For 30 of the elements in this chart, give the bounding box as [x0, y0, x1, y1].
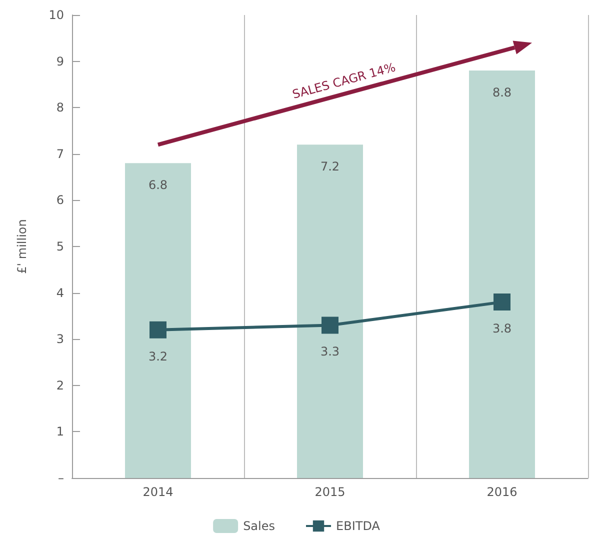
y-tick-label: 3 [56, 332, 64, 346]
y-tick-label: 6 [56, 193, 64, 208]
y-tick-label: 1 [56, 424, 64, 439]
legend-label: Sales [243, 519, 276, 533]
y-tick-label: 2 [56, 378, 64, 392]
y-tick-label: 9 [56, 54, 64, 68]
y-tick-label: 10 [48, 8, 64, 22]
legend-label: EBITDA [336, 519, 381, 533]
y-axis-title: £' million [15, 219, 29, 274]
x-tick-label: 2016 [486, 485, 518, 499]
data-label: 3.8 [492, 322, 512, 336]
y-tick-label: 5 [56, 240, 64, 254]
point [322, 316, 338, 334]
bar [125, 163, 191, 478]
point [150, 321, 166, 338]
point [494, 294, 510, 311]
data-label: 7.2 [320, 160, 340, 174]
x-tick-label: 2015 [314, 485, 346, 499]
data-label: 3.3 [320, 344, 340, 359]
data-label: 8.8 [492, 86, 512, 100]
y-tick-label: 4 [56, 286, 64, 300]
x-tick-label: 2014 [142, 485, 174, 499]
data-label: 3.2 [148, 349, 168, 364]
bar [469, 70, 535, 478]
data-label: 6.8 [148, 178, 168, 192]
y-tick-label: 8 [56, 100, 64, 115]
y-tick-label: – [58, 471, 64, 485]
annotation: SALES CAGR 14% [290, 60, 398, 102]
y-tick-label: 7 [56, 146, 64, 161]
bar [297, 144, 363, 478]
